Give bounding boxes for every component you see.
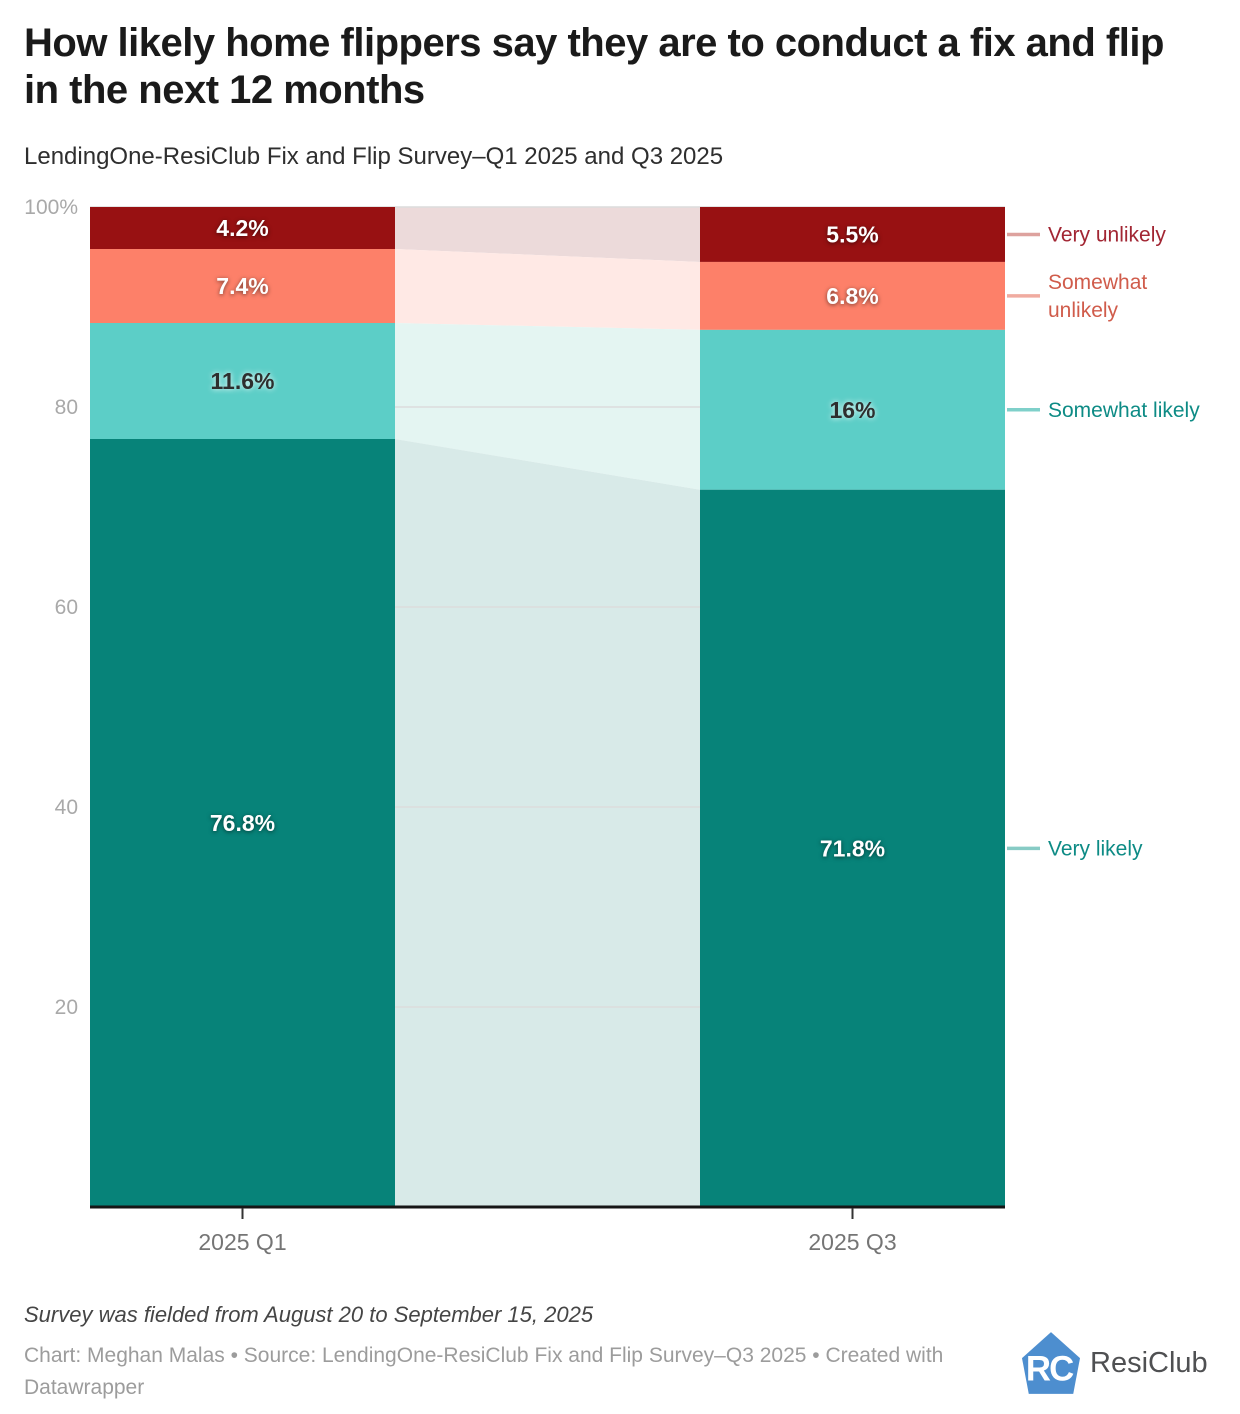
bar-segment bbox=[90, 439, 395, 1207]
legend-label: unlikely bbox=[1048, 299, 1119, 322]
bar-value-label: 7.4% bbox=[216, 273, 268, 299]
resiclub-logo-text: ResiClub bbox=[1090, 1346, 1208, 1379]
svg-text:C: C bbox=[1049, 1349, 1074, 1388]
bar-segment bbox=[700, 329, 1005, 490]
bar-value-label: 11.6% bbox=[211, 368, 275, 394]
ytick-label: 100% bbox=[24, 196, 78, 219]
stacked-bar-chart: 4.2% 7.4% 11.6% 76.8% 5.5% 6.8% 16% 71.8% 100% 80… bbox=[24, 196, 1200, 1255]
ytick-label: 40 bbox=[55, 796, 78, 819]
legend-label: Somewhat bbox=[1048, 271, 1147, 294]
chart-title: How likely home flippers say they are to… bbox=[24, 21, 1164, 112]
connector-band bbox=[395, 249, 700, 330]
bar-segment bbox=[700, 207, 1005, 262]
bar-value-label: 6.8% bbox=[826, 283, 878, 309]
resiclub-logo: R C ResiClub bbox=[1022, 1332, 1208, 1394]
survey-note: Survey was fielded from August 20 to Sep… bbox=[24, 1302, 594, 1327]
bar-segment bbox=[700, 489, 1005, 1207]
legend-label: Very unlikely bbox=[1048, 223, 1166, 246]
svg-text:R: R bbox=[1026, 1349, 1051, 1388]
connector-band bbox=[395, 207, 700, 262]
bar-value-label: 71.8% bbox=[820, 835, 885, 861]
bar-segment bbox=[90, 323, 395, 439]
bar-value-label: 4.2% bbox=[216, 215, 268, 241]
ytick-label: 80 bbox=[55, 396, 78, 419]
resiclub-house-icon: R C bbox=[1022, 1332, 1080, 1394]
category-label: 2025 Q3 bbox=[808, 1229, 896, 1255]
category-label: 2025 Q1 bbox=[198, 1229, 286, 1255]
bar-value-label: 5.5% bbox=[826, 221, 878, 247]
bar-value-label: 76.8% bbox=[210, 810, 275, 836]
legend-label: Somewhat likely bbox=[1048, 399, 1200, 422]
credit-line: Chart: Meghan Malas • Source: LendingOne… bbox=[24, 1344, 944, 1399]
legend-label: Very likely bbox=[1048, 837, 1143, 860]
bar-segment bbox=[700, 261, 1005, 330]
chart-subtitle: LendingOne-ResiClub Fix and Flip Survey–… bbox=[24, 143, 724, 170]
bar-value-label: 16% bbox=[829, 397, 875, 423]
bar-segment bbox=[90, 249, 395, 323]
connector-band bbox=[395, 439, 700, 1207]
bar-segment bbox=[90, 207, 395, 249]
ytick-label: 20 bbox=[55, 996, 78, 1019]
ytick-label: 60 bbox=[55, 596, 78, 619]
